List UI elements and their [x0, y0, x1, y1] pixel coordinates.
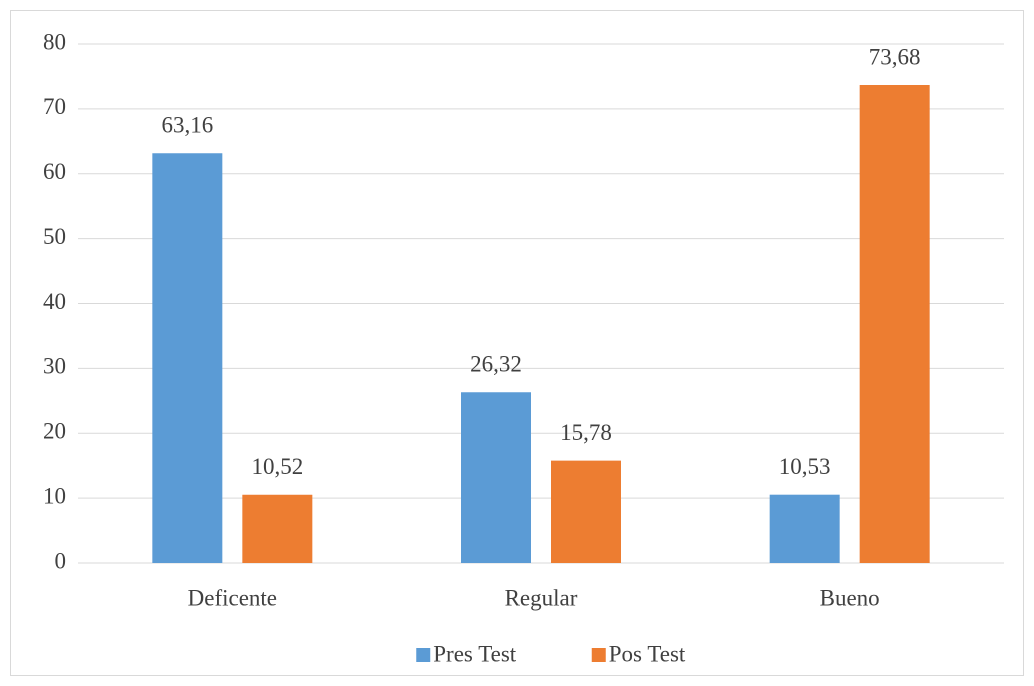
data-label: 63,16 [161, 113, 213, 138]
legend-label: Pres Test [433, 641, 517, 666]
x-tick-label: Regular [505, 585, 578, 610]
y-tick-label: 10 [43, 483, 66, 508]
bar [551, 460, 621, 563]
legend-swatch [591, 648, 606, 662]
y-tick-label: 0 [55, 548, 67, 573]
y-tick-label: 50 [43, 224, 66, 249]
data-label: 73,68 [869, 44, 921, 69]
y-tick-label: 60 [43, 159, 66, 184]
y-tick-label: 40 [43, 289, 66, 314]
y-tick-label: 80 [43, 29, 66, 54]
bar [769, 494, 840, 563]
y-tick-label: 20 [43, 419, 66, 444]
data-label: 10,52 [251, 454, 303, 479]
data-label: 26,32 [470, 352, 522, 377]
x-tick-label: Deficente [188, 585, 277, 610]
bar [152, 153, 223, 563]
bar [859, 85, 930, 563]
data-label: 10,53 [779, 454, 831, 479]
y-tick-label: 70 [43, 94, 66, 119]
data-label: 15,78 [560, 420, 612, 445]
legend-swatch [416, 648, 431, 662]
bar [461, 392, 531, 563]
x-tick-label: Bueno [820, 585, 880, 610]
legend-label: Pos Test [609, 641, 686, 666]
y-tick-label: 30 [43, 354, 66, 379]
bar [242, 494, 313, 563]
